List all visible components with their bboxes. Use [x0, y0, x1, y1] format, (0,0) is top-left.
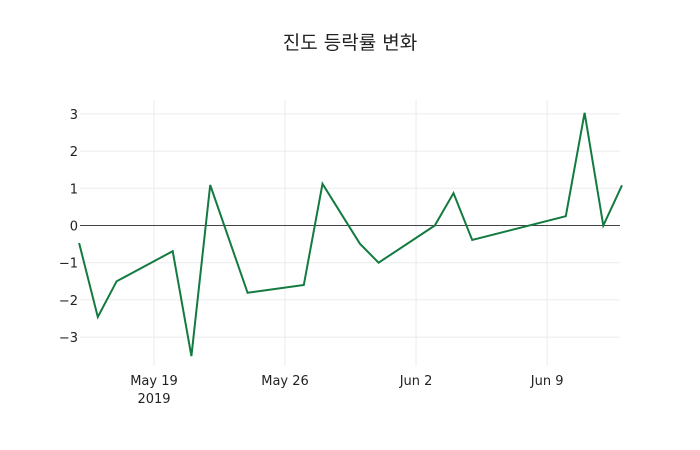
y-tick-label: −2 — [59, 294, 78, 309]
y-tick-label: 2 — [70, 145, 78, 160]
x-tick-label: Jun 9 — [530, 374, 564, 389]
y-tick-label: 1 — [70, 182, 78, 197]
y-axis-ticks: 3 2 1 0 −1 −2 −3 — [59, 108, 78, 346]
x-tick-label: Jun 2 — [399, 374, 433, 389]
y-tick-label: −3 — [59, 331, 78, 346]
x-tick-label: May 26 — [261, 374, 309, 389]
y-tick-label: −1 — [59, 257, 78, 272]
gridlines — [80, 100, 620, 366]
chart-title: 진도 등락률 변화 — [282, 32, 418, 54]
x-tick-year-label: 2019 — [137, 392, 170, 407]
x-tick-label: May 19 — [130, 374, 178, 389]
y-tick-label: 3 — [70, 108, 78, 123]
x-axis-ticks: May 19 2019 May 26 Jun 2 Jun 9 — [130, 374, 563, 407]
series-line — [78, 112, 623, 357]
y-tick-label: 0 — [70, 220, 78, 235]
